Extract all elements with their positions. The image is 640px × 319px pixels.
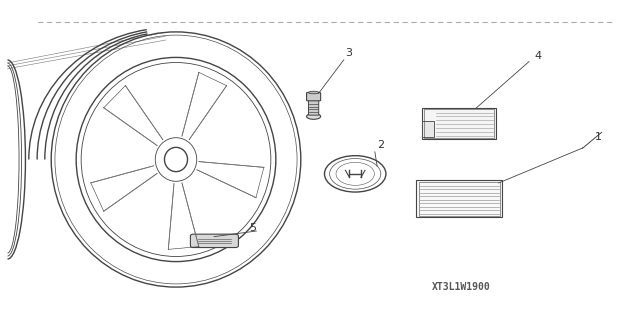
FancyBboxPatch shape <box>191 234 239 248</box>
Text: XT3L1W1900: XT3L1W1900 <box>431 282 490 292</box>
Text: 3: 3 <box>346 48 352 58</box>
FancyBboxPatch shape <box>307 93 321 101</box>
Text: 4: 4 <box>534 51 541 61</box>
Text: 2: 2 <box>377 140 385 150</box>
Bar <box>422 108 496 139</box>
FancyBboxPatch shape <box>308 99 319 115</box>
Bar <box>422 121 434 137</box>
Bar <box>416 180 502 217</box>
Ellipse shape <box>308 91 319 94</box>
Bar <box>419 182 500 216</box>
Ellipse shape <box>307 114 321 119</box>
Bar <box>424 109 494 138</box>
Text: 5: 5 <box>250 223 256 233</box>
Text: 1: 1 <box>595 132 602 142</box>
